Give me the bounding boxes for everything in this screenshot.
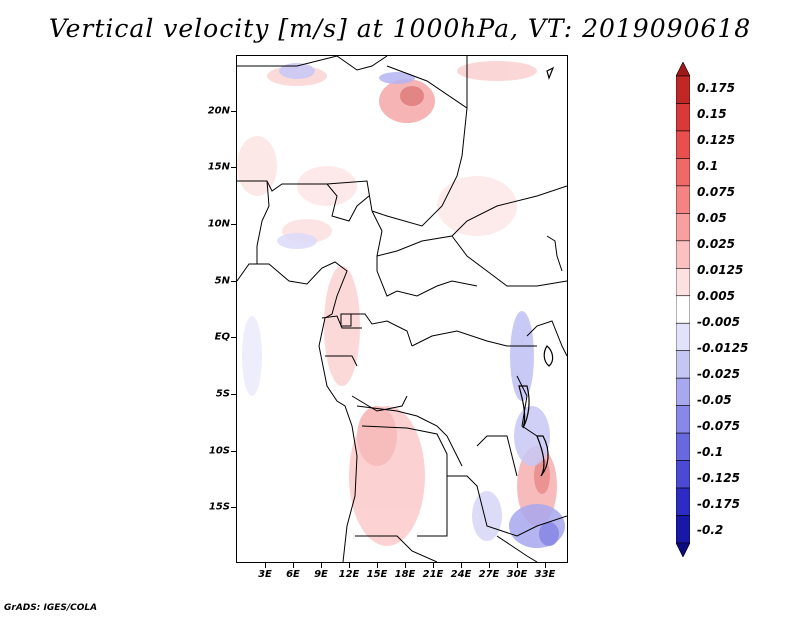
grads-credit: GrADS: IGES/COLA: [4, 603, 98, 613]
lon-label-21e: 21E: [422, 569, 444, 580]
colorbar-bin: [676, 322, 690, 352]
lat-label-eq: EQ: [214, 331, 230, 343]
colorbar-label: 0.005: [697, 289, 735, 303]
colorbar-bin: [676, 103, 690, 132]
colorbar-bin: [676, 213, 690, 242]
map-canvas: [237, 56, 567, 562]
lat-tick: [231, 507, 236, 508]
colorbar-bin: [676, 405, 690, 434]
country-borders: [237, 56, 567, 562]
lon-tick: [321, 563, 322, 568]
colorbar-label: 0.175: [697, 81, 735, 95]
lat-tick: [231, 167, 236, 168]
lat-tick: [231, 224, 236, 225]
lat-tick: [231, 281, 236, 282]
lat-label-15s: 15S: [208, 501, 230, 513]
colorbar-label: -0.075: [697, 419, 740, 433]
colorbar-bin: [676, 487, 690, 516]
lon-tick: [405, 563, 406, 568]
lon-label-9e: 9E: [314, 569, 328, 580]
colorbar-bin: [676, 295, 690, 324]
colorbar-bin: [676, 515, 690, 544]
lon-tick: [349, 563, 350, 568]
colorbar-label: 0.125: [697, 133, 735, 147]
map-title: Vertical velocity [m/s] at 1000hPa, VT: …: [48, 14, 752, 43]
colorbar-label: -0.0125: [697, 341, 749, 355]
lake-outlines: [518, 66, 555, 477]
lon-label-12e: 12E: [338, 569, 360, 580]
lat-label-10s: 10S: [208, 445, 230, 457]
negative-velocity-field: [242, 63, 565, 548]
colorbar-label: -0.175: [697, 497, 740, 511]
colorbar-label: 0.05: [697, 211, 727, 225]
colorbar-label: -0.2: [697, 523, 724, 537]
colorbar-bin: [676, 460, 690, 489]
colorbar-bin: [676, 350, 690, 379]
lon-label-3e: 3E: [258, 569, 272, 580]
colorbar-label: 0.025: [697, 237, 735, 251]
lat-label-20n: 20N: [207, 105, 230, 117]
lon-tick: [489, 563, 490, 568]
lon-tick: [545, 563, 546, 568]
lon-label-27e: 27E: [478, 569, 500, 580]
lon-tick: [377, 563, 378, 568]
colorbar-label: 0.15: [697, 107, 727, 121]
colorbar-bin: [676, 267, 690, 297]
lon-label-6e: 6E: [286, 569, 300, 580]
lon-label-30e: 30E: [506, 569, 528, 580]
colorbar-label: -0.005: [697, 315, 740, 329]
map-panel: [236, 55, 568, 563]
colorbar-label: 0.075: [697, 185, 735, 199]
colorbar: [676, 62, 690, 557]
colorbar-bin: [676, 185, 690, 214]
colorbar-bin: [676, 240, 690, 269]
colorbar-bin: [676, 542, 690, 557]
lon-tick: [517, 563, 518, 568]
colorbar-label: -0.1: [697, 445, 724, 459]
colorbar-bin: [676, 62, 690, 77]
colorbar-bin: [676, 75, 690, 104]
colorbar-label: 0.0125: [697, 263, 744, 277]
lon-tick: [293, 563, 294, 568]
lat-label-10n: 10N: [207, 218, 230, 230]
colorbar-segments: [676, 62, 690, 557]
lon-label-24e: 24E: [450, 569, 472, 580]
positive-velocity-field: [237, 61, 557, 546]
colorbar-label: 0.1: [697, 159, 719, 173]
lat-tick: [231, 337, 236, 338]
lat-tick: [231, 451, 236, 452]
lat-tick: [231, 111, 236, 112]
lat-tick: [231, 394, 236, 395]
colorbar-label: -0.05: [697, 393, 732, 407]
colorbar-label: -0.125: [697, 471, 740, 485]
lon-tick: [433, 563, 434, 568]
lon-tick: [265, 563, 266, 568]
lon-label-33e: 33E: [534, 569, 556, 580]
lon-tick: [461, 563, 462, 568]
lat-label-5s: 5S: [215, 388, 230, 400]
colorbar-label: -0.025: [697, 367, 740, 381]
lat-label-5n: 5N: [214, 275, 230, 287]
lon-label-15e: 15E: [366, 569, 388, 580]
colorbar-bin: [676, 432, 690, 461]
colorbar-bin: [676, 130, 690, 159]
colorbar-bin: [676, 158, 690, 187]
lat-label-15n: 15N: [207, 161, 230, 173]
colorbar-bin: [676, 377, 690, 406]
lon-label-18e: 18E: [394, 569, 416, 580]
